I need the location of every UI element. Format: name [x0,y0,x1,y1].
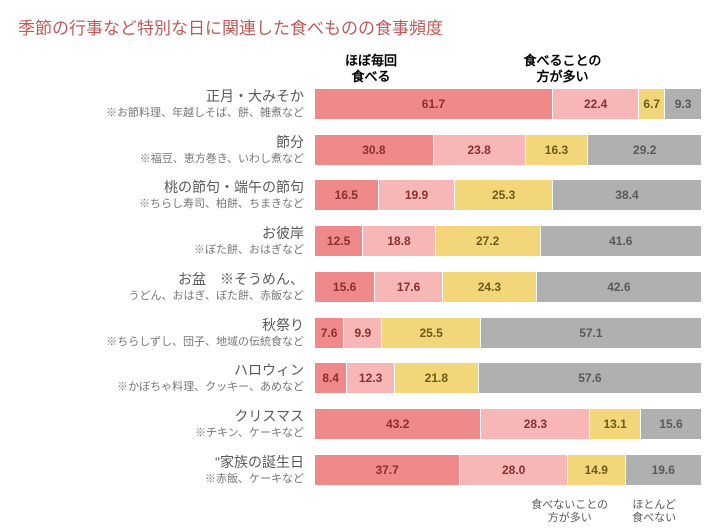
stacked-bar: 15.617.624.342.6 [314,271,702,303]
column-header: ほぼ毎回食べる [345,53,397,84]
row-label: "家族の誕生日※赤飯、ケーキなど [18,453,314,487]
bar-row: ハロウィン※かぼちゃ料理、クッキー、あめなど8.412.321.857.6 [18,361,702,395]
bar-segment: 8.4 [315,363,347,393]
bar-segment: 30.8 [315,135,434,165]
row-sub-label: ※ちらし寿司、柏餅、ちまきなど [18,197,304,212]
bar-row: 節分※福豆、恵方巻き、いわし煮など30.823.816.329.2 [18,133,702,167]
bar-segment: 15.6 [315,272,375,302]
row-sub-label: ※福豆、恵方巻き、いわし煮など [18,152,304,167]
row-sub-label: ※ぼた餅、おはぎなど [18,243,304,258]
bar-segment: 17.6 [375,272,443,302]
bar-segment: 6.7 [639,89,665,119]
bar-segment: 23.8 [434,135,526,165]
bar-segment: 14.9 [568,455,625,485]
bar-segment: 43.2 [315,409,481,439]
footer-row: 食べないことの方が多いほとんど食べない [18,499,702,529]
row-main-label: 秋祭り [18,316,304,335]
bar-row: 正月・大みそか※お節料理、年越しそば、餅、雑煮など61.722.46.79.3 [18,87,702,121]
row-main-label: クリスマス [18,407,304,426]
row-sub-label: ※お節料理、年越しそば、餅、雑煮など [18,106,304,121]
stacked-bar: 37.728.014.919.6 [314,454,702,486]
bar-segment: 28.3 [481,409,590,439]
bar-row: お盆 ※そうめん、うどん、おはぎ、ぼた餅、赤飯など15.617.624.342.… [18,270,702,304]
chart-area: ほぼ毎回食べる 食べることの方が多い 正月・大みそか※お節料理、年越しそば、餅、雑… [18,53,702,529]
row-sub-label: ※かぼちゃ料理、クッキー、あめなど [18,380,304,395]
bar-segment: 21.8 [395,363,479,393]
stacked-bar: 61.722.46.79.3 [314,88,702,120]
bar-segment: 9.9 [344,318,382,348]
bar-segment: 22.4 [553,89,639,119]
bar-segment: 16.5 [315,180,379,210]
bar-segment: 25.5 [382,318,480,348]
row-sub-label: うどん、おはぎ、ぼた餅、赤飯など [18,289,304,304]
row-main-label: お彼岸 [18,224,304,243]
stacked-bar: 12.518.827.241.6 [314,225,702,257]
bar-segment: 7.6 [315,318,344,348]
column-header: 食べることの方が多い [524,53,602,84]
bar-segment: 16.3 [526,135,589,165]
row-label: クリスマス※チキン、ケーキなど [18,407,314,441]
bar-row: 桃の節句・端午の節句※ちらし寿司、柏餅、ちまきなど16.519.925.338.… [18,178,702,212]
bar-segment: 19.9 [379,180,456,210]
row-main-label: お盆 ※そうめん、 [18,270,304,289]
bar-row: 秋祭り※ちらしずし、団子、地域の伝統食など7.69.925.557.1 [18,316,702,350]
row-main-label: 桃の節句・端午の節句 [18,178,304,197]
bar-row: "家族の誕生日※赤飯、ケーキなど37.728.014.919.6 [18,453,702,487]
column-footer: ほとんど食べない [632,499,676,527]
row-label: 秋祭り※ちらしずし、団子、地域の伝統食など [18,316,314,350]
row-label: 正月・大みそか※お節料理、年越しそば、餅、雑煮など [18,87,314,121]
stacked-bar: 8.412.321.857.6 [314,362,702,394]
stacked-bar: 30.823.816.329.2 [314,134,702,166]
bar-segment: 12.5 [315,226,363,256]
row-main-label: "家族の誕生日 [18,453,304,472]
bar-segment: 42.6 [537,272,701,302]
bar-segment: 19.6 [626,455,702,485]
row-main-label: 正月・大みそか [18,87,304,106]
bar-segment: 57.1 [481,318,701,348]
bar-segment: 13.1 [590,409,640,439]
row-sub-label: ※ちらしずし、団子、地域の伝統食など [18,335,304,350]
stacked-bar: 16.519.925.338.4 [314,179,702,211]
bar-segment: 24.3 [443,272,537,302]
bar-row: お彼岸※ぼた餅、おはぎなど12.518.827.241.6 [18,224,702,258]
bar-segment: 57.6 [479,363,701,393]
chart-title: 季節の行事など特別な日に関連した食べものの食事頻度 [18,14,702,39]
bar-segment: 37.7 [315,455,460,485]
stacked-bar: 43.228.313.115.6 [314,408,702,440]
bar-segment: 28.0 [460,455,568,485]
row-sub-label: ※チキン、ケーキなど [18,426,304,441]
bar-segment: 41.6 [541,226,701,256]
row-label: お盆 ※そうめん、うどん、おはぎ、ぼた餅、赤飯など [18,270,314,304]
bar-segment: 29.2 [588,135,701,165]
bar-segment: 18.8 [363,226,436,256]
bar-segment: 61.7 [315,89,553,119]
row-sub-label: ※赤飯、ケーキなど [18,472,304,487]
header-row: ほぼ毎回食べる 食べることの方が多い [18,53,702,83]
row-label: ハロウィン※かぼちゃ料理、クッキー、あめなど [18,361,314,395]
bar-segment: 12.3 [347,363,394,393]
row-label: お彼岸※ぼた餅、おはぎなど [18,224,314,258]
stacked-bar: 7.69.925.557.1 [314,317,702,349]
bar-row: クリスマス※チキン、ケーキなど43.228.313.115.6 [18,407,702,441]
row-main-label: 節分 [18,133,304,152]
bar-segment: 25.3 [455,180,553,210]
bar-segment: 9.3 [665,89,701,119]
column-footer: 食べないことの方が多い [531,499,608,527]
row-main-label: ハロウィン [18,361,304,380]
row-label: 桃の節句・端午の節句※ちらし寿司、柏餅、ちまきなど [18,178,314,212]
bar-segment: 27.2 [436,226,541,256]
bar-rows: 正月・大みそか※お節料理、年越しそば、餅、雑煮など61.722.46.79.3節… [18,87,702,487]
row-label: 節分※福豆、恵方巻き、いわし煮など [18,133,314,167]
bar-segment: 15.6 [641,409,701,439]
bar-segment: 38.4 [553,180,701,210]
